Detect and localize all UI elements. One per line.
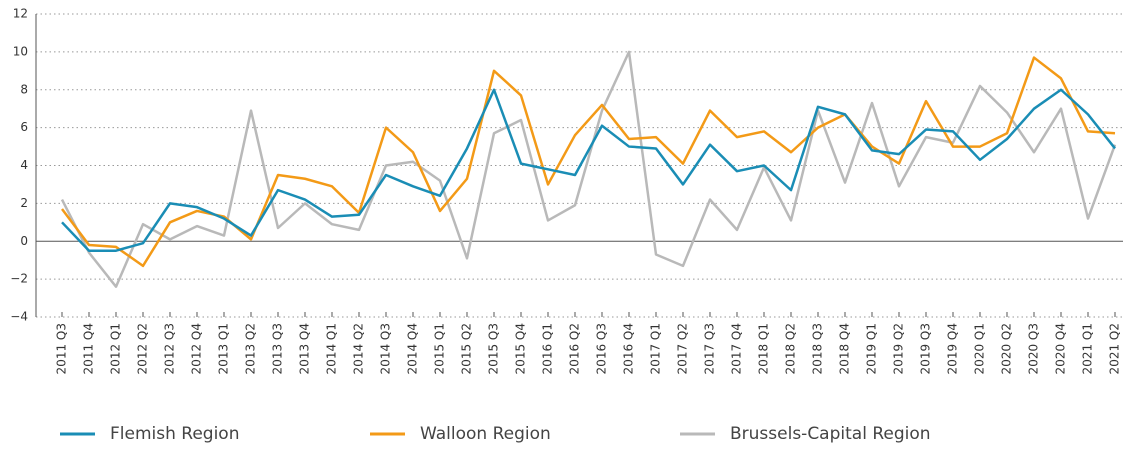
x-tick-label: 2016 Q4	[622, 323, 636, 374]
y-tick-label: 8	[20, 82, 28, 96]
legend-label: Walloon Region	[420, 424, 551, 444]
y-tick-label: 12	[13, 7, 28, 21]
x-tick-label: 2012 Q3	[163, 323, 177, 374]
x-tick-label: 2015 Q2	[460, 323, 474, 374]
x-tick-label: 2017 Q2	[676, 323, 690, 374]
x-tick-label: 2016 Q2	[568, 323, 582, 374]
x-tick-label: 2016 Q3	[595, 323, 609, 374]
y-tick-label: 2	[20, 196, 28, 210]
x-tick-label: 2020 Q1	[973, 323, 987, 374]
y-tick-label: 10	[13, 44, 28, 58]
x-tick-label: 2012 Q2	[136, 323, 150, 374]
x-tick-label: 2018 Q4	[838, 323, 852, 374]
x-tick-label: 2020 Q4	[1054, 323, 1068, 374]
x-tick-label: 2013 Q1	[217, 323, 231, 374]
x-tick-label: 2018 Q3	[811, 323, 825, 374]
x-tick-label: 2019 Q2	[892, 323, 906, 374]
x-tick-label: 2012 Q4	[190, 323, 204, 374]
x-tick-label: 2019 Q4	[946, 323, 960, 374]
x-tick-label: 2018 Q2	[784, 323, 798, 374]
x-tick-label: 2017 Q1	[649, 323, 663, 374]
x-tick-label: 2015 Q3	[487, 323, 501, 374]
x-tick-label: 2019 Q3	[919, 323, 933, 374]
series-line	[60, 50, 1117, 288]
y-tick-label: −4	[10, 310, 28, 324]
x-tick-label: 2011 Q3	[55, 323, 69, 374]
y-tick-label: 0	[20, 234, 28, 248]
x-tick-label: 2021 Q2	[1108, 323, 1122, 374]
x-tick-label: 2013 Q2	[244, 323, 258, 374]
x-tick-label: 2017 Q4	[730, 323, 744, 374]
x-tick-label: 2020 Q3	[1027, 323, 1041, 374]
x-tick-label: 2014 Q3	[379, 323, 393, 374]
legend-label: Flemish Region	[110, 424, 239, 444]
x-tick-label: 2015 Q4	[514, 323, 528, 374]
x-tick-label: 2015 Q1	[433, 323, 447, 374]
x-tick-label: 2016 Q1	[541, 323, 555, 374]
x-tick-label: 2014 Q2	[352, 323, 366, 374]
x-tick-label: 2017 Q3	[703, 323, 717, 374]
x-tick-label: 2013 Q4	[298, 323, 312, 374]
legend-label: Brussels-Capital Region	[730, 424, 931, 444]
y-tick-label: 4	[20, 158, 28, 172]
x-tick-label: 2020 Q2	[1000, 323, 1014, 374]
x-tick-label: 2011 Q4	[82, 323, 96, 374]
x-tick-label: 2018 Q1	[757, 323, 771, 374]
x-tick-label: 2012 Q1	[109, 323, 123, 374]
x-tick-label: 2019 Q1	[865, 323, 879, 374]
x-tick-label: 2013 Q3	[271, 323, 285, 374]
x-tick-label: 2021 Q1	[1081, 323, 1095, 374]
y-tick-label: 6	[20, 120, 28, 134]
x-tick-label: 2014 Q4	[406, 323, 420, 374]
series-line	[61, 88, 1116, 252]
x-tick-label: 2014 Q1	[325, 323, 339, 374]
y-tick-label: −2	[10, 272, 28, 286]
